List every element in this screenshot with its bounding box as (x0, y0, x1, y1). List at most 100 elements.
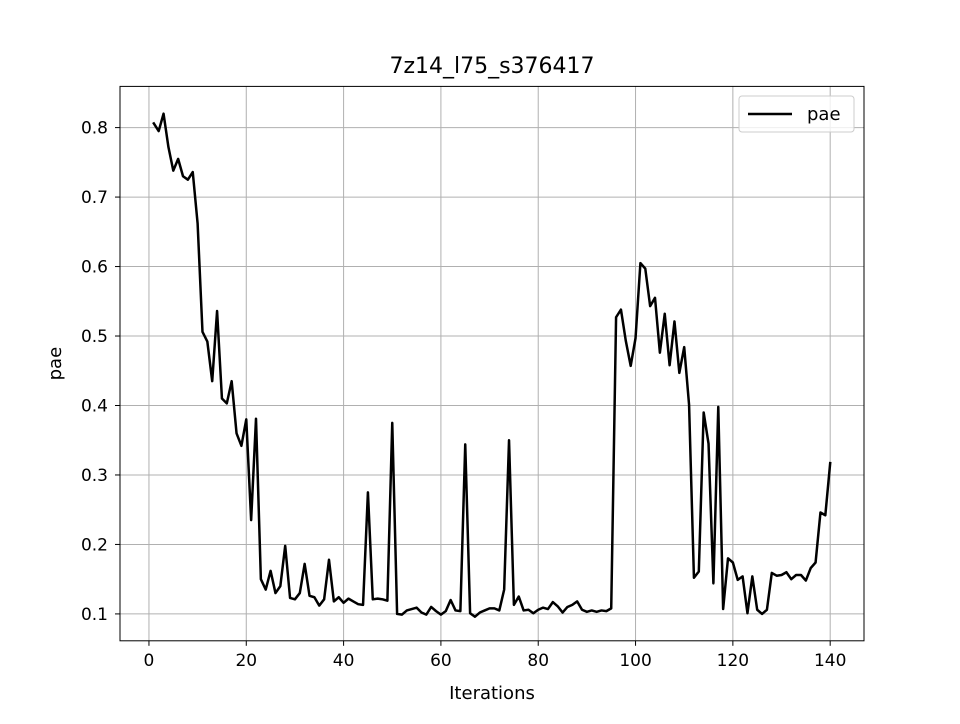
data-point (246, 419, 247, 420)
data-point (158, 131, 159, 132)
data-point (221, 398, 222, 399)
data-point (762, 613, 763, 614)
data-point (324, 599, 325, 600)
data-point (620, 309, 621, 310)
data-point (499, 610, 500, 611)
y-tick-label: 0.8 (81, 119, 108, 139)
data-point (523, 610, 524, 611)
y-tick-label: 0.4 (81, 396, 108, 416)
data-point (655, 297, 656, 298)
data-point (358, 604, 359, 605)
data-point (601, 610, 602, 611)
data-point (338, 597, 339, 598)
data-point (440, 614, 441, 615)
y-axis: 0.1 0.2 0.3 0.4 0.5 0.6 0.7 0.8 (81, 119, 120, 625)
data-point (256, 418, 257, 419)
legend: pae (738, 95, 855, 133)
data-point (591, 610, 592, 611)
chart-title: 7z14_l75_s376417 (389, 54, 594, 79)
data-point (577, 601, 578, 602)
data-point (645, 268, 646, 269)
data-point (226, 403, 227, 404)
data-point (509, 440, 510, 441)
data-point (319, 605, 320, 606)
legend-box (738, 95, 855, 133)
data-point (197, 223, 198, 224)
data-point (450, 600, 451, 601)
data-point (314, 597, 315, 598)
data-point (786, 572, 787, 573)
data-point (397, 613, 398, 614)
data-point (304, 563, 305, 564)
data-point (810, 568, 811, 569)
data-point (572, 604, 573, 605)
data-point (241, 445, 242, 446)
data-point (689, 404, 690, 405)
data-point (382, 599, 383, 600)
data-point (723, 609, 724, 610)
data-point (392, 422, 393, 423)
data-point (776, 575, 777, 576)
data-point (275, 593, 276, 594)
data-point (586, 611, 587, 612)
data-point (299, 593, 300, 594)
data-point (557, 606, 558, 607)
data-point (426, 614, 427, 615)
data-point (285, 545, 286, 546)
data-point (538, 609, 539, 610)
data-point (460, 611, 461, 612)
x-tick-label: 80 (527, 651, 549, 671)
data-point (251, 520, 252, 521)
x-axis: 0 20 40 60 80 100 120 140 (144, 640, 846, 671)
data-point (406, 610, 407, 611)
data-point (333, 601, 334, 602)
data-point (236, 433, 237, 434)
data-point (183, 176, 184, 177)
data-point (800, 575, 801, 576)
data-point (830, 463, 831, 464)
data-point (387, 600, 388, 601)
data-point (367, 492, 368, 493)
data-point (455, 610, 456, 611)
data-point (518, 596, 519, 597)
data-point (543, 607, 544, 608)
data-point (353, 601, 354, 602)
data-point (669, 365, 670, 366)
data-point (547, 609, 548, 610)
data-point (421, 612, 422, 613)
data-point (280, 586, 281, 587)
data-point (474, 616, 475, 617)
y-axis-label: pae (45, 347, 66, 381)
y-tick-label: 0.1 (81, 605, 108, 625)
data-point (187, 179, 188, 180)
y-tick-label: 0.5 (81, 327, 108, 347)
data-point (309, 595, 310, 596)
data-point (640, 263, 641, 264)
data-point (825, 515, 826, 516)
data-point (805, 580, 806, 581)
data-point (693, 577, 694, 578)
legend-label: pae (807, 104, 841, 125)
data-point (494, 608, 495, 609)
data-point (596, 611, 597, 612)
data-point (372, 599, 373, 600)
data-point (567, 606, 568, 607)
x-tick-label: 100 (619, 651, 651, 671)
x-tick-label: 0 (144, 651, 155, 671)
y-tick-label: 0.3 (81, 466, 108, 486)
data-point (616, 317, 617, 318)
data-point (674, 321, 675, 322)
data-point (650, 306, 651, 307)
data-point (820, 512, 821, 513)
data-point (781, 575, 782, 576)
data-point (606, 611, 607, 612)
data-point (582, 609, 583, 610)
x-tick-label: 40 (333, 651, 355, 671)
grid-lines (120, 86, 864, 641)
data-point (411, 609, 412, 610)
data-point (217, 311, 218, 312)
data-point (377, 598, 378, 599)
data-point (703, 412, 704, 413)
data-point (290, 597, 291, 598)
data-point (533, 613, 534, 614)
